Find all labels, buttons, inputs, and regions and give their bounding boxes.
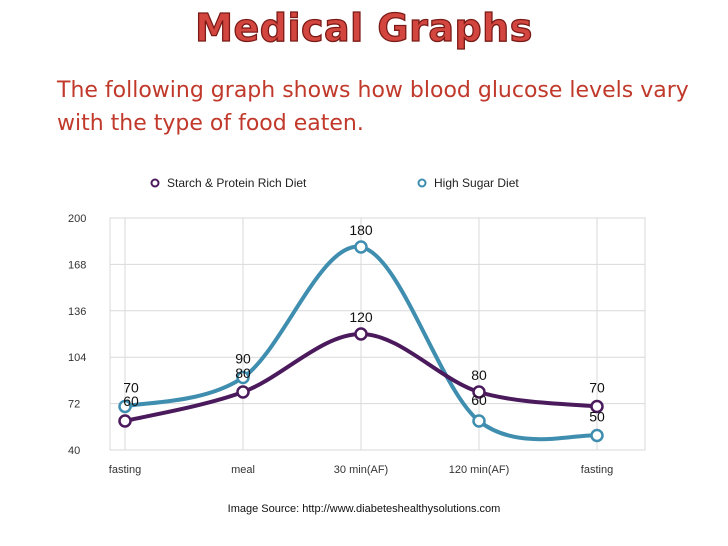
data-point — [590, 428, 604, 443]
data-label: 120 — [349, 309, 373, 325]
data-label: 90 — [235, 351, 251, 367]
data-point — [236, 385, 250, 399]
data-label: 70 — [123, 380, 139, 396]
data-point — [472, 414, 486, 428]
x-tick-label: 120 min(AF) — [449, 464, 510, 476]
data-point — [590, 399, 604, 414]
glucose-chart: 200 168 136 104 72 40 fasting meal 30 min(AF) 120… — [60, 168, 672, 494]
image-source-note: Image Source: http://www.diabeteshealthy… — [227, 503, 501, 515]
y-tick-label: 200 — [68, 213, 86, 225]
slide-intro: The following graph shows how blood gluc… — [57, 78, 689, 136]
data-point — [354, 240, 368, 254]
chart-svg: 200 168 136 104 72 40 fasting meal 30 min(AF) 120… — [68, 176, 646, 476]
x-tick-label: meal — [231, 464, 255, 476]
slide-title: Medical Graphs — [195, 5, 533, 50]
data-point — [118, 414, 132, 428]
data-point — [354, 327, 368, 341]
legend-marker — [150, 178, 160, 188]
legend-marker — [417, 178, 427, 188]
y-tick-label: 168 — [68, 259, 86, 271]
plot-frame — [109, 217, 646, 451]
legend-label: Starch & Protein Rich Diet — [167, 176, 307, 190]
y-tick-label: 104 — [68, 352, 86, 364]
y-tick-label: 40 — [68, 445, 80, 457]
data-label: 80 — [471, 367, 487, 383]
legend-label: High Sugar Diet — [434, 176, 519, 190]
y-tick-label: 72 — [68, 399, 80, 411]
data-label: 60 — [123, 393, 139, 409]
data-label: 70 — [589, 380, 605, 396]
data-point — [472, 385, 486, 399]
y-tick-label: 136 — [68, 306, 86, 318]
data-label: 60 — [471, 392, 487, 408]
data-point — [236, 370, 250, 385]
data-label: 80 — [235, 365, 251, 381]
data-point — [118, 399, 132, 414]
x-tick-label: fasting — [581, 464, 613, 476]
x-tick-label: fasting — [109, 464, 141, 476]
x-tick-label: 30 min(AF) — [334, 464, 388, 476]
data-label: 180 — [349, 222, 373, 238]
data-label: 50 — [589, 409, 605, 425]
